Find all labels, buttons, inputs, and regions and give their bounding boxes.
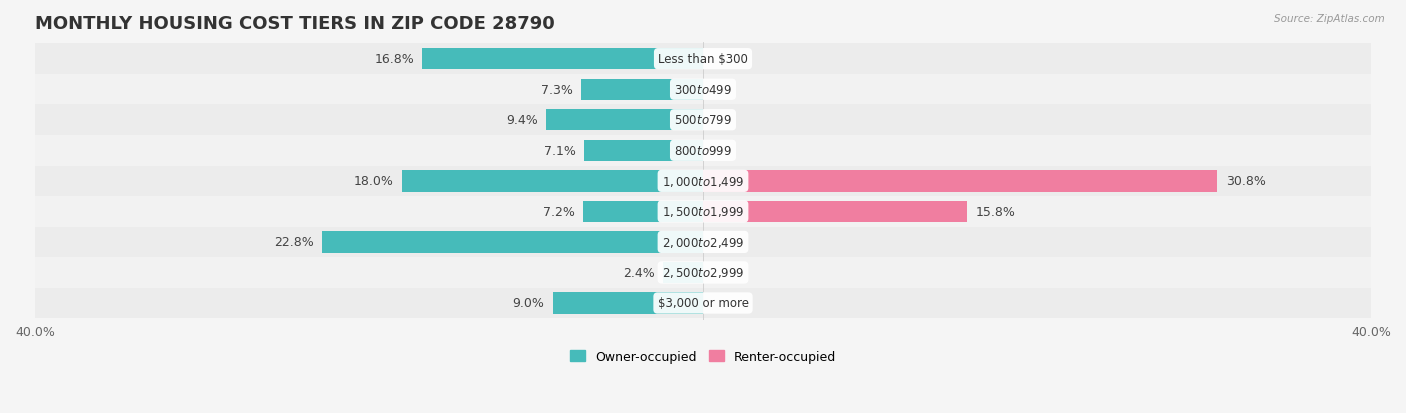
Text: $500 to $799: $500 to $799 [673,114,733,127]
Bar [546,110,703,131]
Text: 7.3%: 7.3% [541,83,572,97]
Text: 15.8%: 15.8% [976,205,1015,218]
Bar [35,166,1371,197]
Text: 9.4%: 9.4% [506,114,537,127]
Text: 7.1%: 7.1% [544,145,576,157]
Text: $2,500 to $2,999: $2,500 to $2,999 [662,266,744,280]
Text: 30.8%: 30.8% [1226,175,1265,188]
Text: $1,500 to $1,999: $1,500 to $1,999 [662,205,744,219]
Bar [582,201,703,223]
Text: Less than $300: Less than $300 [658,53,748,66]
Text: 22.8%: 22.8% [274,236,314,249]
Text: 2.4%: 2.4% [623,266,655,279]
Bar [322,232,703,253]
Text: Source: ZipAtlas.com: Source: ZipAtlas.com [1274,14,1385,24]
Legend: Owner-occupied, Renter-occupied: Owner-occupied, Renter-occupied [564,344,842,369]
Text: MONTHLY HOUSING COST TIERS IN ZIP CODE 28790: MONTHLY HOUSING COST TIERS IN ZIP CODE 2… [35,15,555,33]
Text: $3,000 or more: $3,000 or more [658,297,748,310]
Text: $1,000 to $1,499: $1,000 to $1,499 [662,174,744,188]
Bar [585,140,703,161]
Bar [35,197,1371,227]
Bar [35,227,1371,258]
Bar [402,171,703,192]
Bar [703,201,967,223]
Text: $2,000 to $2,499: $2,000 to $2,499 [662,235,744,249]
Bar [662,262,703,283]
Bar [581,79,703,101]
Bar [35,288,1371,318]
Bar [703,171,1218,192]
Text: 16.8%: 16.8% [374,53,413,66]
Bar [35,75,1371,105]
Bar [35,258,1371,288]
Text: $800 to $999: $800 to $999 [673,145,733,157]
Text: $300 to $499: $300 to $499 [673,83,733,97]
Bar [422,49,703,70]
Bar [35,136,1371,166]
Bar [35,105,1371,136]
Text: 9.0%: 9.0% [512,297,544,310]
Bar [553,292,703,314]
Text: 7.2%: 7.2% [543,205,575,218]
Text: 18.0%: 18.0% [354,175,394,188]
Bar [35,44,1371,75]
